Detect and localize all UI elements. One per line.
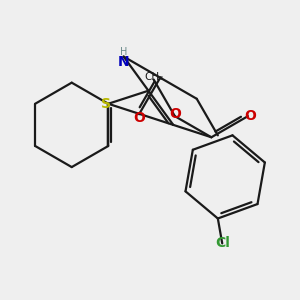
Text: Cl: Cl [215,236,230,250]
Text: S: S [101,97,111,111]
Text: O: O [133,112,145,125]
Text: O: O [169,107,181,121]
Text: CH₃: CH₃ [144,73,163,82]
Text: N: N [118,55,129,69]
Text: O: O [244,109,256,123]
Text: H: H [120,46,127,56]
